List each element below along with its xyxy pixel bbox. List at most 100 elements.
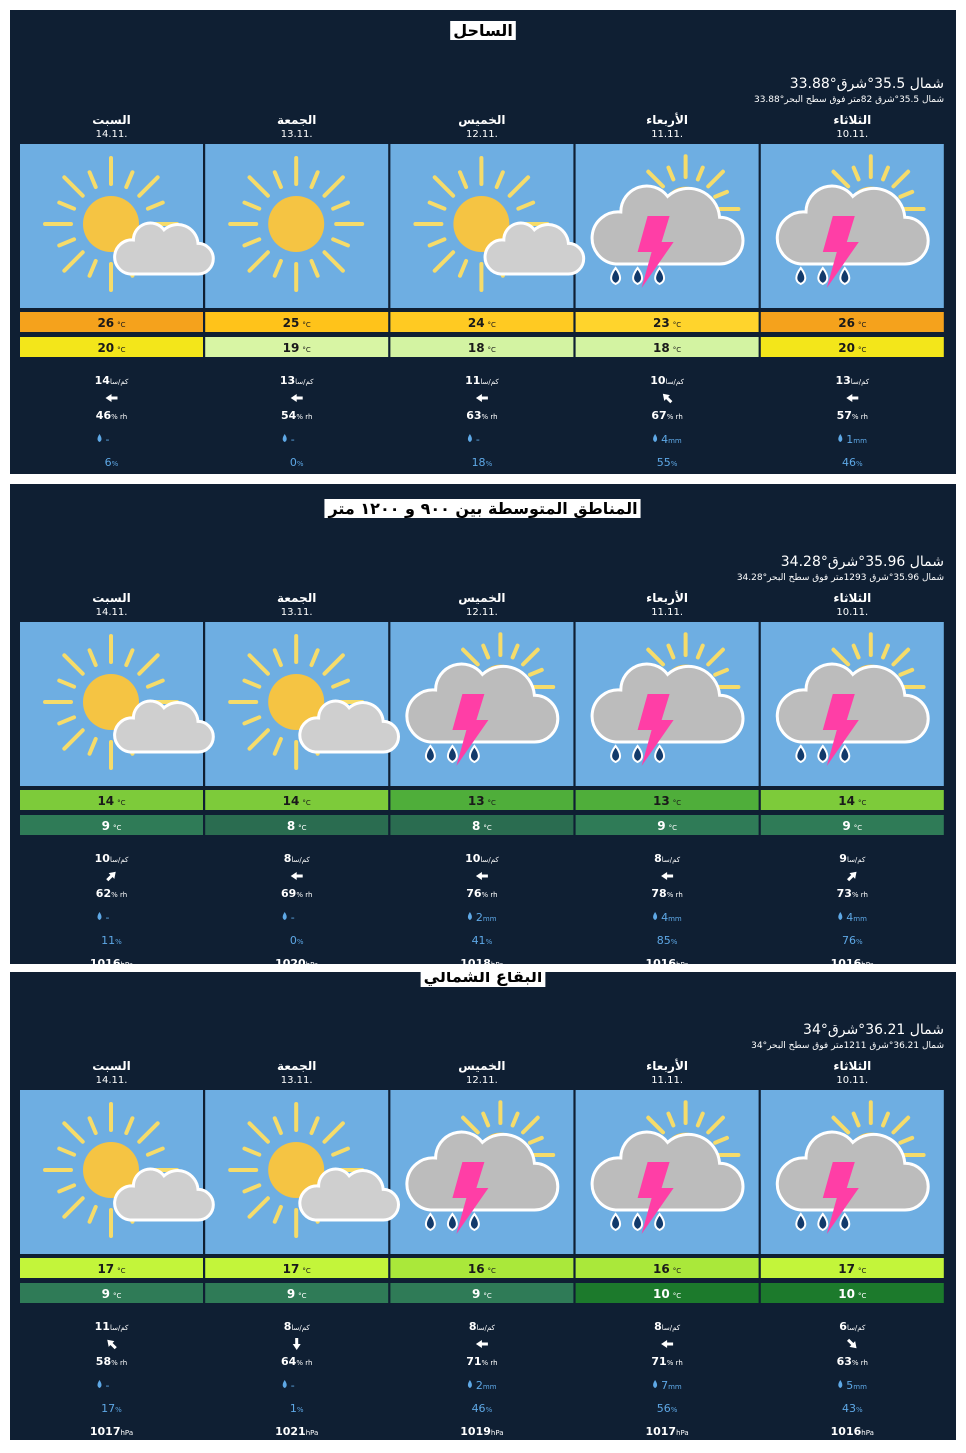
sun-ray bbox=[695, 1111, 705, 1128]
temp-value: 18 bbox=[468, 341, 485, 355]
sun-ray bbox=[87, 170, 98, 190]
day-name: الأربعاء bbox=[646, 590, 688, 605]
pressure: 1016hPa bbox=[90, 957, 133, 970]
humidity-value: 46 bbox=[96, 409, 112, 422]
wind-arrow bbox=[292, 1338, 301, 1350]
temp-cell bbox=[760, 1258, 944, 1278]
arrow-shape bbox=[475, 872, 488, 880]
sun-ray bbox=[461, 1115, 480, 1135]
wind-speed-value: 11 bbox=[95, 1320, 110, 1333]
probability: 46% bbox=[472, 1402, 493, 1415]
weather-icon bbox=[228, 156, 365, 292]
arrow-shape bbox=[105, 394, 118, 402]
cloud bbox=[590, 1130, 745, 1212]
pressure: 1018hPa bbox=[460, 957, 503, 970]
temp-value: 17 bbox=[283, 1262, 300, 1276]
temp-value: 23 bbox=[653, 316, 670, 330]
temp-unit: °C bbox=[302, 346, 311, 354]
precip-drop bbox=[653, 912, 658, 920]
precipitation: 4mm bbox=[661, 911, 682, 924]
panel-title: البقاع الشمالي bbox=[424, 967, 543, 987]
pressure: 1017hPa bbox=[645, 1425, 688, 1438]
humidity-unit: % rh bbox=[852, 891, 868, 899]
weather-icon bbox=[590, 1100, 745, 1234]
temp-value: 26 bbox=[97, 316, 114, 330]
pressure-unit: hPa bbox=[120, 961, 133, 969]
precip-drop bbox=[282, 912, 287, 920]
arrow-shape bbox=[662, 393, 673, 404]
probability-value: 76 bbox=[842, 934, 856, 947]
temp-cell bbox=[575, 1258, 759, 1278]
precip-value: 4 bbox=[661, 433, 668, 446]
wind-speed-value: 10 bbox=[465, 852, 481, 865]
wind-speed: 10كم/سا bbox=[95, 852, 129, 865]
temp-label: 13 °C bbox=[468, 794, 496, 808]
precip-drop bbox=[467, 434, 472, 442]
sun-ray bbox=[666, 643, 676, 660]
sun-ray bbox=[242, 200, 262, 211]
temp-unit: °C bbox=[483, 824, 492, 832]
arrow-shape bbox=[846, 1338, 857, 1349]
temp-value: 9 bbox=[287, 1287, 295, 1301]
humidity-value: 57 bbox=[837, 409, 852, 422]
probability: 17% bbox=[101, 1402, 122, 1415]
sun-ray bbox=[145, 200, 165, 211]
precipitation: - bbox=[291, 1379, 295, 1392]
temp-unit: °C bbox=[298, 1292, 307, 1300]
arrow-shape bbox=[290, 872, 303, 880]
temp-unit: °C bbox=[488, 321, 497, 329]
pressure: 1016hPa bbox=[645, 957, 688, 970]
sun-ray bbox=[494, 170, 505, 190]
sun-ray bbox=[124, 1116, 135, 1136]
wind-speed-value: 13 bbox=[280, 374, 295, 387]
day-name: الجمعة bbox=[277, 113, 316, 127]
probability-value: 17 bbox=[101, 1402, 115, 1415]
sun-ray bbox=[124, 170, 135, 190]
sun-ray bbox=[145, 1146, 165, 1157]
wind-speed-unit: كم/سا bbox=[295, 378, 314, 386]
rain-drop bbox=[424, 1212, 436, 1232]
sun-ray bbox=[57, 1146, 77, 1157]
temp-cell bbox=[575, 790, 759, 810]
sun-ray bbox=[145, 678, 165, 689]
probability-value: 18 bbox=[472, 456, 486, 469]
probability: 0% bbox=[290, 456, 304, 469]
sun-ray bbox=[427, 237, 447, 248]
precip-drop bbox=[653, 434, 658, 442]
day-name: السبت bbox=[92, 591, 130, 605]
wind-speed-unit: كم/سا bbox=[851, 378, 870, 386]
rain-drop bbox=[446, 1212, 458, 1232]
sun-ray bbox=[457, 170, 469, 190]
temp-label: 9 °C bbox=[842, 819, 862, 833]
lightning bbox=[822, 216, 859, 288]
arrow-shape bbox=[475, 394, 488, 402]
arrow-shape bbox=[107, 1339, 117, 1350]
temp-cell bbox=[760, 1283, 944, 1303]
sun-ray bbox=[831, 1115, 851, 1135]
sun-ray bbox=[242, 715, 262, 726]
temp-cell bbox=[760, 790, 944, 810]
precip-value: - bbox=[106, 1379, 110, 1392]
wind-speed: 11كم/سا bbox=[465, 374, 499, 387]
precip-unit: mm bbox=[668, 437, 682, 445]
probability-value: 0 bbox=[290, 934, 297, 947]
wind-arrow bbox=[475, 872, 488, 880]
lightning bbox=[822, 694, 859, 766]
sun-ray bbox=[527, 667, 544, 677]
rain-drop bbox=[632, 266, 644, 286]
weather-icon bbox=[775, 154, 930, 288]
probability: 85% bbox=[657, 934, 678, 947]
sun-ray bbox=[891, 647, 911, 667]
sun-ray bbox=[331, 678, 350, 689]
temp-unit: °C bbox=[858, 799, 867, 807]
precip-unit: mm bbox=[668, 1383, 682, 1391]
sun-ray bbox=[851, 1111, 861, 1128]
day-name: الجمعة bbox=[277, 1059, 316, 1073]
sun-ray bbox=[646, 647, 665, 667]
humidity-value: 63 bbox=[837, 1355, 852, 1368]
wind-speed-value: 8 bbox=[284, 852, 292, 865]
temp-label: 16 °C bbox=[468, 1262, 496, 1276]
sun-ray bbox=[881, 165, 890, 182]
temp-cell bbox=[575, 312, 759, 332]
sun-ray bbox=[62, 653, 85, 676]
